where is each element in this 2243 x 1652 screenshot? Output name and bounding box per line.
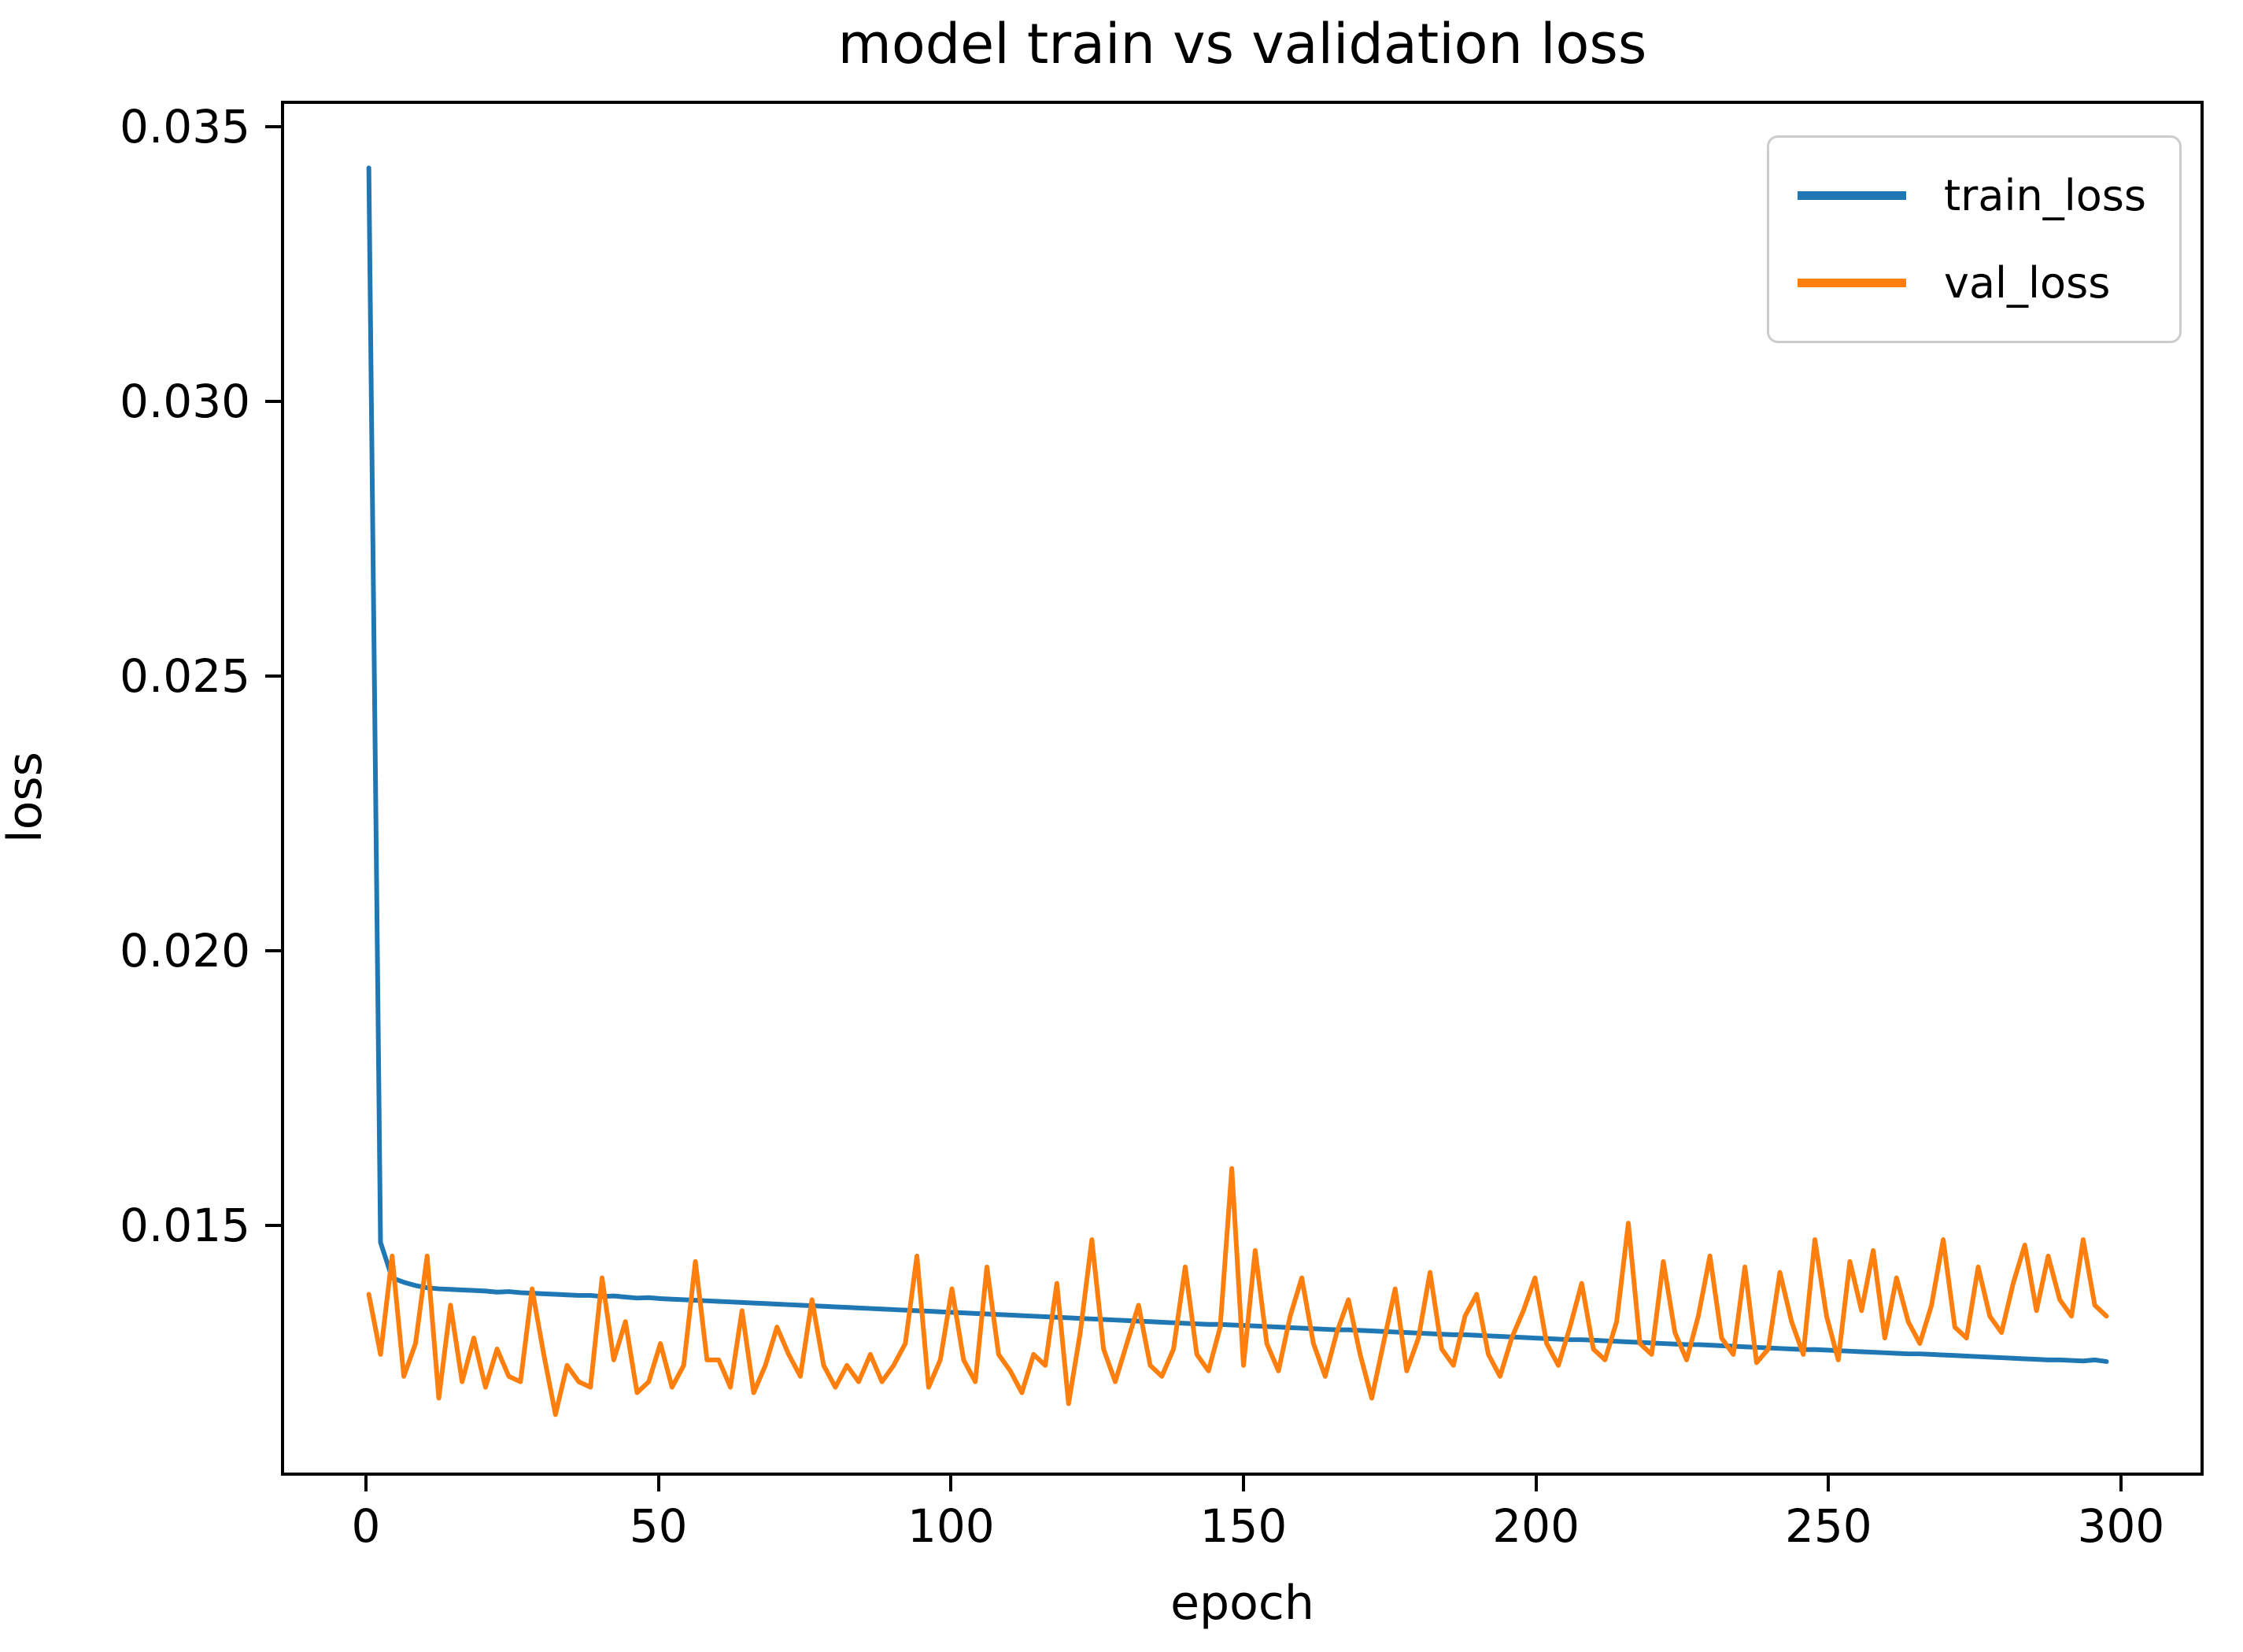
x-tick-mark xyxy=(656,1476,660,1491)
y-tick-label: 0.015 xyxy=(119,1198,250,1252)
y-tick-mark xyxy=(265,399,281,403)
train-loss-legend-line-icon xyxy=(1798,191,1906,200)
x-tick-label: 300 xyxy=(2077,1499,2165,1553)
x-tick-mark xyxy=(364,1476,368,1491)
y-tick-label: 0.020 xyxy=(119,923,250,978)
y-tick-mark xyxy=(265,1223,281,1227)
val-loss-legend-line-icon xyxy=(1798,279,1906,287)
x-tick-mark xyxy=(1534,1476,1538,1491)
legend: train_loss val_loss xyxy=(1767,135,2182,343)
val-loss-line xyxy=(366,1166,2109,1417)
y-tick-label: 0.025 xyxy=(119,649,250,703)
y-tick-mark xyxy=(265,948,281,952)
y-tick-label: 0.030 xyxy=(119,374,250,428)
y-axis-label: loss xyxy=(0,752,53,843)
plot-area: train_loss val_loss xyxy=(281,101,2204,1476)
val-loss-legend-label: val_loss xyxy=(1944,257,2111,308)
y-tick-label: 0.035 xyxy=(119,99,250,153)
x-tick-label: 50 xyxy=(629,1499,688,1553)
x-tick-label: 0 xyxy=(351,1499,381,1553)
x-tick-mark xyxy=(949,1476,953,1491)
x-tick-label: 200 xyxy=(1492,1499,1580,1553)
y-tick-mark xyxy=(265,124,281,128)
x-tick-mark xyxy=(1241,1476,1245,1491)
x-tick-label: 100 xyxy=(907,1499,995,1553)
x-tick-label: 250 xyxy=(1784,1499,1872,1553)
legend-entry-val-loss: val_loss xyxy=(1798,257,2164,308)
train-loss-line xyxy=(366,165,2109,1364)
train-loss-legend-label: train_loss xyxy=(1944,170,2147,220)
line-chart xyxy=(366,165,2109,1417)
chart-title: model train vs validation loss xyxy=(837,12,1647,76)
legend-entry-train-loss: train_loss xyxy=(1798,172,2164,220)
x-tick-mark xyxy=(2119,1476,2123,1491)
y-tick-mark xyxy=(265,674,281,678)
x-axis-label: epoch xyxy=(1170,1576,1314,1631)
x-tick-label: 150 xyxy=(1199,1499,1288,1553)
x-tick-mark xyxy=(1827,1476,1831,1491)
